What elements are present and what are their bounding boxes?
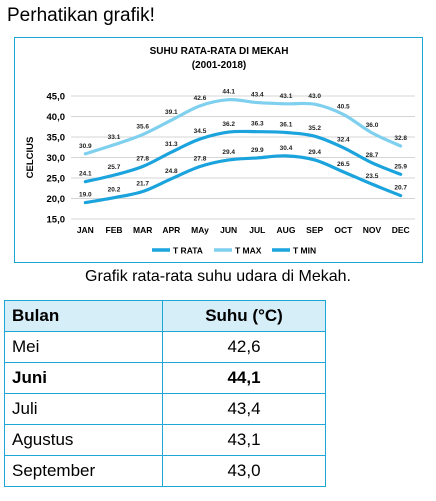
- temp-cell: 42,6: [162, 331, 326, 363]
- data-label: 25.9: [394, 163, 407, 170]
- data-label: 43.0: [308, 93, 321, 100]
- month-cell: Juli: [4, 393, 163, 425]
- y-tick-label: 45,0: [47, 92, 66, 103]
- data-label: 29.9: [251, 147, 264, 154]
- month-cell: Mei: [4, 331, 163, 363]
- data-label: 36.0: [366, 122, 379, 129]
- data-label: 27.8: [136, 156, 149, 163]
- data-label: 23.5: [366, 173, 379, 180]
- data-label: 19.0: [79, 192, 92, 199]
- x-tick-label: DEC: [392, 225, 410, 235]
- x-tick-label: NOV: [363, 225, 382, 235]
- data-label: 44.1: [222, 89, 235, 96]
- data-label: 43.4: [251, 92, 264, 99]
- data-label: 36.1: [280, 121, 293, 128]
- data-label: 31.3: [165, 141, 178, 148]
- x-tick-label: JAN: [77, 225, 94, 235]
- data-label: 21.7: [136, 181, 149, 188]
- temperature-table: Bulan Suhu (°C) Mei 42,6 Juni 44,1 Juli …: [4, 300, 326, 487]
- series-line-t-max: [83, 98, 403, 156]
- data-label: 28.7: [366, 152, 379, 159]
- month-cell: September: [4, 455, 163, 487]
- table-row-highlighted: Juni 44,1: [4, 362, 326, 394]
- x-tick-label: APR: [162, 225, 180, 235]
- data-label: 35.6: [136, 124, 149, 131]
- data-label: 30.9: [79, 143, 92, 150]
- y-axis-label: CELCIUS: [25, 137, 36, 179]
- data-label: 40.5: [337, 103, 350, 110]
- legend-label: T MIN: [293, 246, 316, 256]
- x-tick-label: MAR: [133, 225, 152, 235]
- chart-frame: SUHU RATA-RATA DI MEKAH (2001-2018) 15,0 20…: [14, 37, 423, 263]
- data-label: 30.4: [280, 145, 293, 152]
- page-heading: Perhatikan grafik!: [7, 5, 155, 26]
- chart-caption: Grafik rata-rata suhu udara di Mekah.: [85, 268, 351, 285]
- data-label: 29.4: [308, 149, 321, 156]
- series-line-t-rata: [83, 129, 403, 184]
- temp-cell: 43,0: [162, 455, 326, 487]
- legend-label: T RATA: [173, 246, 203, 256]
- data-label: 34.5: [194, 128, 207, 135]
- data-label: 35.2: [308, 125, 321, 132]
- y-tick-label: 20,0: [47, 194, 66, 205]
- y-tick-label: 15,0: [47, 215, 66, 226]
- column-header-month: Bulan: [4, 300, 163, 332]
- data-label: 20.7: [394, 185, 407, 192]
- x-tick-label: JUN: [220, 225, 237, 235]
- x-tick-label: JUL: [249, 225, 265, 235]
- data-label: 36.2: [222, 121, 235, 128]
- temperature-line-chart: SUHU RATA-RATA DI MEKAH (2001-2018) 15,0 20…: [25, 46, 415, 256]
- table-row: Mei 42,6: [4, 331, 326, 363]
- series-line-t-min: [83, 154, 403, 205]
- y-tick-label: 25,0: [47, 174, 66, 185]
- table-header-row: Bulan Suhu (°C): [4, 300, 326, 332]
- month-cell: Agustus: [4, 424, 163, 456]
- y-tick-label: 40,0: [47, 112, 66, 123]
- chart-subtitle: (2001-2018): [192, 60, 246, 71]
- data-label: 33.1: [108, 134, 121, 141]
- column-header-temp: Suhu (°C): [162, 300, 326, 332]
- x-tick-label: MAy: [191, 225, 209, 235]
- data-label: 27.8: [194, 156, 207, 163]
- month-cell: Juni: [4, 362, 163, 394]
- y-tick-label: 30,0: [47, 153, 66, 164]
- data-label: 39.1: [165, 109, 178, 116]
- temp-cell: 44,1: [162, 362, 326, 394]
- data-label: 26.5: [337, 161, 350, 168]
- table-row: Juli 43,4: [4, 393, 326, 425]
- x-tick-label: FEB: [106, 225, 123, 235]
- data-label: 32.4: [337, 137, 350, 144]
- y-tick-label: 35,0: [47, 133, 66, 144]
- data-label: 36.3: [251, 121, 264, 128]
- temp-cell: 43,1: [162, 424, 326, 456]
- x-tick-label: SEP: [306, 225, 323, 235]
- chart-title: SUHU RATA-RATA DI MEKAH: [150, 46, 289, 57]
- temp-cell: 43,4: [162, 393, 326, 425]
- data-label: 29.4: [222, 149, 235, 156]
- data-label: 24.8: [165, 168, 178, 175]
- data-label: 32.8: [394, 135, 407, 142]
- x-tick-label: AUG: [277, 225, 296, 235]
- data-label: 42.6: [194, 95, 207, 102]
- data-label: 25.7: [108, 164, 121, 171]
- data-label: 43.1: [280, 93, 293, 100]
- x-tick-label: OCT: [334, 225, 353, 235]
- data-label: 24.1: [79, 171, 92, 178]
- table-row: Agustus 43,1: [4, 424, 326, 456]
- legend-label: T MAX: [235, 246, 262, 256]
- data-label: 20.2: [108, 187, 121, 194]
- table-row: September 43,0: [4, 455, 326, 487]
